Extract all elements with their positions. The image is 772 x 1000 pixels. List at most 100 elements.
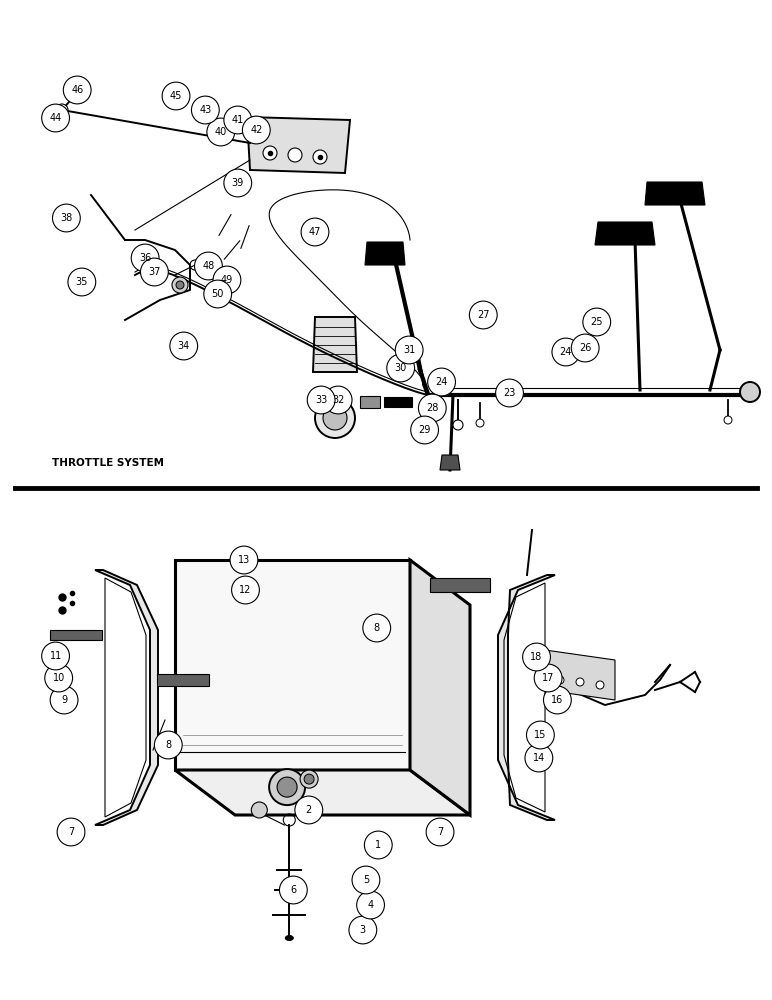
Text: 16: 16 xyxy=(551,695,564,705)
Text: 4: 4 xyxy=(367,900,374,910)
Text: 33: 33 xyxy=(315,395,327,405)
Circle shape xyxy=(387,354,415,382)
Circle shape xyxy=(534,664,562,692)
Circle shape xyxy=(324,386,352,414)
Text: 12: 12 xyxy=(239,585,252,595)
Ellipse shape xyxy=(286,936,293,940)
Polygon shape xyxy=(440,455,460,470)
Polygon shape xyxy=(360,396,380,408)
Circle shape xyxy=(364,831,392,859)
Circle shape xyxy=(162,82,190,110)
Circle shape xyxy=(315,398,355,438)
Circle shape xyxy=(42,104,69,132)
Text: 40: 40 xyxy=(215,127,227,137)
Circle shape xyxy=(496,379,523,407)
Text: 18: 18 xyxy=(530,652,543,662)
Circle shape xyxy=(45,664,73,692)
Text: 11: 11 xyxy=(49,651,62,661)
Circle shape xyxy=(596,681,604,689)
Text: 23: 23 xyxy=(503,388,516,398)
Text: 42: 42 xyxy=(250,125,262,135)
Circle shape xyxy=(418,394,446,422)
Circle shape xyxy=(63,76,91,104)
Text: 14: 14 xyxy=(533,753,545,763)
Text: 34: 34 xyxy=(178,341,190,351)
Polygon shape xyxy=(365,242,405,265)
Circle shape xyxy=(453,420,463,430)
Circle shape xyxy=(57,818,85,846)
Text: 37: 37 xyxy=(148,267,161,277)
Circle shape xyxy=(411,416,438,444)
Circle shape xyxy=(213,266,241,294)
Text: 13: 13 xyxy=(238,555,250,565)
Text: 30: 30 xyxy=(394,363,407,373)
Text: 45: 45 xyxy=(170,91,182,101)
Text: 9: 9 xyxy=(61,695,67,705)
Text: 32: 32 xyxy=(332,395,344,405)
Circle shape xyxy=(552,338,580,366)
Circle shape xyxy=(195,252,222,280)
Text: 41: 41 xyxy=(232,115,244,125)
Polygon shape xyxy=(50,630,102,640)
Text: 7: 7 xyxy=(68,827,74,837)
Text: 17: 17 xyxy=(542,673,554,683)
Circle shape xyxy=(42,642,69,670)
Text: 7: 7 xyxy=(437,827,443,837)
Circle shape xyxy=(363,614,391,642)
Text: 47: 47 xyxy=(309,227,321,237)
Circle shape xyxy=(527,721,554,749)
Polygon shape xyxy=(430,578,490,592)
Text: 8: 8 xyxy=(374,623,380,633)
Circle shape xyxy=(154,731,182,759)
Circle shape xyxy=(300,770,318,788)
Circle shape xyxy=(313,150,327,164)
Polygon shape xyxy=(545,650,615,700)
Text: 48: 48 xyxy=(202,261,215,271)
Circle shape xyxy=(525,744,553,772)
Circle shape xyxy=(263,146,277,160)
Circle shape xyxy=(269,769,305,805)
Text: 44: 44 xyxy=(49,113,62,123)
Circle shape xyxy=(469,301,497,329)
Text: 27: 27 xyxy=(477,310,489,320)
Circle shape xyxy=(523,643,550,671)
Text: 10: 10 xyxy=(52,673,65,683)
Circle shape xyxy=(131,244,159,272)
Polygon shape xyxy=(157,674,209,686)
Circle shape xyxy=(141,258,168,286)
Text: 46: 46 xyxy=(71,85,83,95)
Text: 50: 50 xyxy=(212,289,224,299)
Text: 6: 6 xyxy=(290,885,296,895)
Circle shape xyxy=(424,402,440,418)
Text: 49: 49 xyxy=(221,275,233,285)
Circle shape xyxy=(252,802,267,818)
Polygon shape xyxy=(645,182,705,205)
Circle shape xyxy=(349,916,377,944)
Polygon shape xyxy=(247,117,350,173)
Circle shape xyxy=(571,334,599,362)
Text: 38: 38 xyxy=(60,213,73,223)
Text: 2: 2 xyxy=(306,805,312,815)
Text: 28: 28 xyxy=(426,403,438,413)
Circle shape xyxy=(307,386,335,414)
Circle shape xyxy=(301,218,329,246)
Circle shape xyxy=(207,118,235,146)
Circle shape xyxy=(476,419,484,427)
Text: 1: 1 xyxy=(375,840,381,850)
Polygon shape xyxy=(175,770,470,815)
Text: 25: 25 xyxy=(591,317,603,327)
Text: 24: 24 xyxy=(435,377,448,387)
Circle shape xyxy=(172,277,188,293)
Polygon shape xyxy=(410,560,470,815)
Polygon shape xyxy=(175,560,410,770)
Text: 8: 8 xyxy=(165,740,171,750)
Circle shape xyxy=(428,368,455,396)
Circle shape xyxy=(204,280,232,308)
Circle shape xyxy=(279,876,307,904)
Text: 26: 26 xyxy=(579,343,591,353)
Polygon shape xyxy=(384,397,412,407)
Circle shape xyxy=(295,796,323,824)
Circle shape xyxy=(357,891,384,919)
Polygon shape xyxy=(95,570,158,825)
Text: 29: 29 xyxy=(418,425,431,435)
